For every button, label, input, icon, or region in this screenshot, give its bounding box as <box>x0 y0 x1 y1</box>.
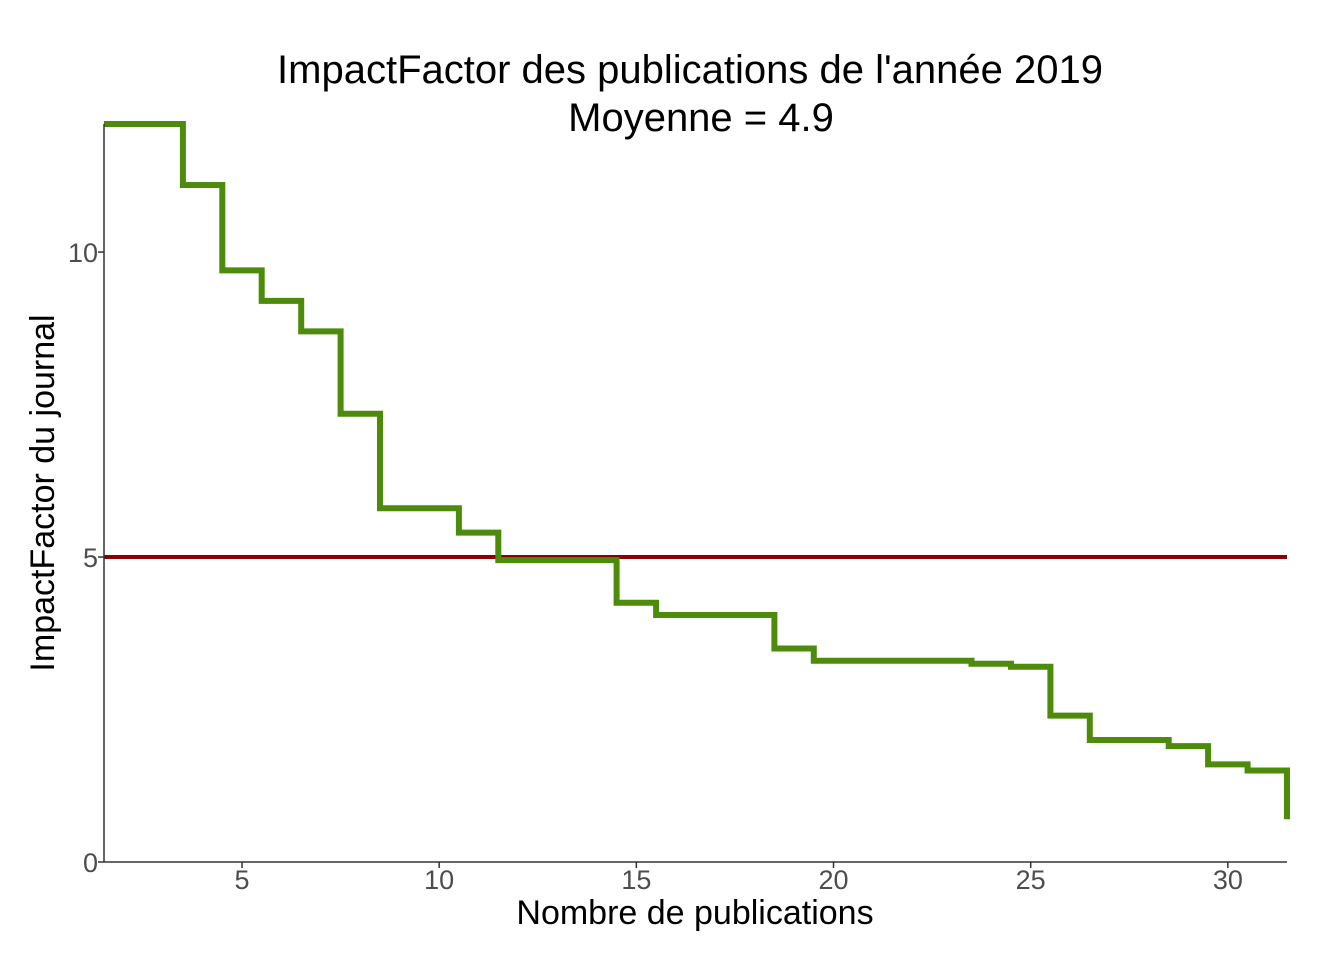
x-axis-title: Nombre de publications <box>516 894 873 932</box>
impact-factor-step-line <box>104 121 1290 820</box>
y-tick-label: 0 <box>83 848 98 878</box>
x-tick-label: 15 <box>621 865 651 895</box>
y-tick-label: 10 <box>68 238 98 268</box>
y-axis-title: ImpactFactor du journal <box>24 314 62 671</box>
chart-subtitle: Moyenne = 4.9 <box>568 96 834 140</box>
plot-area <box>104 121 1290 820</box>
y-tick-label: 5 <box>83 543 98 573</box>
x-tick-label: 30 <box>1213 865 1243 895</box>
x-tick-label: 25 <box>1016 865 1046 895</box>
y-axis-ticks: 0 5 10 <box>68 238 104 878</box>
x-tick-label: 10 <box>424 865 454 895</box>
chart-title: ImpactFactor des publications de l'année… <box>277 48 1103 92</box>
x-axis-ticks: 5 10 15 20 25 30 <box>235 862 1243 895</box>
x-tick-label: 5 <box>235 865 250 895</box>
x-tick-label: 20 <box>818 865 848 895</box>
